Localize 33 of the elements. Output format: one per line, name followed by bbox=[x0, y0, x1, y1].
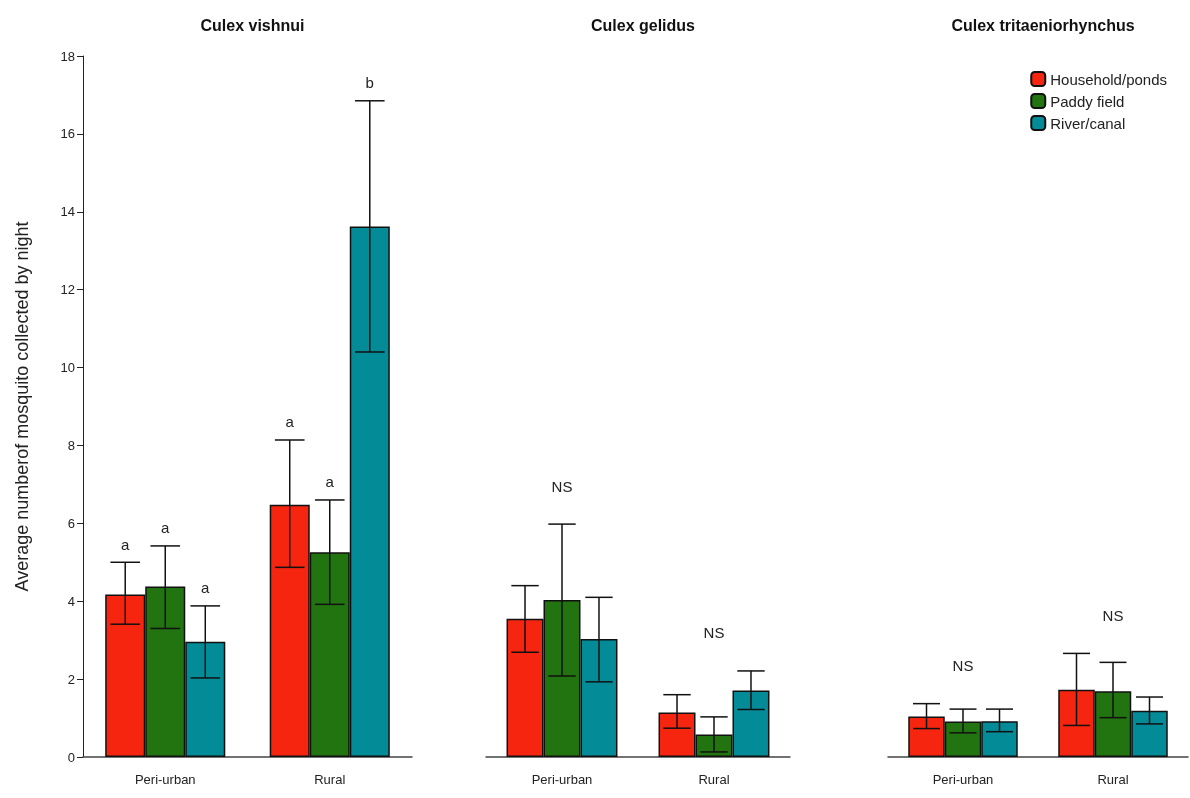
chart-title: Culex vishnui bbox=[200, 16, 305, 34]
x-tick-label: Peri-urban bbox=[134, 772, 196, 787]
x-tick-label: Rural bbox=[314, 772, 346, 787]
x-tick-label: Rural bbox=[1097, 772, 1129, 787]
chart-title: Culex tritaeniorhynchus bbox=[951, 16, 1135, 34]
annotation: a bbox=[121, 535, 131, 553]
legend-label: River/canal bbox=[1050, 114, 1126, 132]
annotation: NS bbox=[551, 477, 573, 495]
annotation: a bbox=[325, 473, 335, 491]
chart-title: Culex gelidus bbox=[590, 16, 696, 34]
y-tick-label: 18 bbox=[60, 48, 75, 64]
y-tick-label: 0 bbox=[67, 749, 75, 765]
annotation: NS bbox=[1102, 606, 1124, 624]
x-tick-label: Peri-urban bbox=[531, 772, 593, 787]
annotation: a bbox=[161, 519, 171, 537]
y-tick-label: 14 bbox=[60, 204, 75, 220]
y-tick-label: 4 bbox=[67, 593, 75, 609]
y-tick-label: 6 bbox=[67, 515, 75, 531]
annotation: a bbox=[201, 579, 211, 597]
x-tick-label: Rural bbox=[698, 772, 730, 787]
legend-label: Paddy field bbox=[1050, 92, 1125, 110]
y-tick-label: 8 bbox=[67, 437, 75, 453]
legend-label: Household/ponds bbox=[1050, 70, 1168, 88]
y-tick-label: 2 bbox=[67, 671, 75, 687]
annotation: NS bbox=[703, 624, 725, 642]
annotation: NS bbox=[952, 657, 974, 675]
annotation: a bbox=[285, 413, 295, 431]
y-tick-label: 16 bbox=[60, 126, 75, 142]
y-axis-title: Average numberof mosquito collected by night bbox=[12, 221, 32, 592]
annotation: b bbox=[365, 74, 374, 92]
y-tick-label: 12 bbox=[60, 282, 75, 298]
x-tick-label: Peri-urban bbox=[932, 772, 994, 787]
y-tick-label: 10 bbox=[60, 360, 75, 376]
